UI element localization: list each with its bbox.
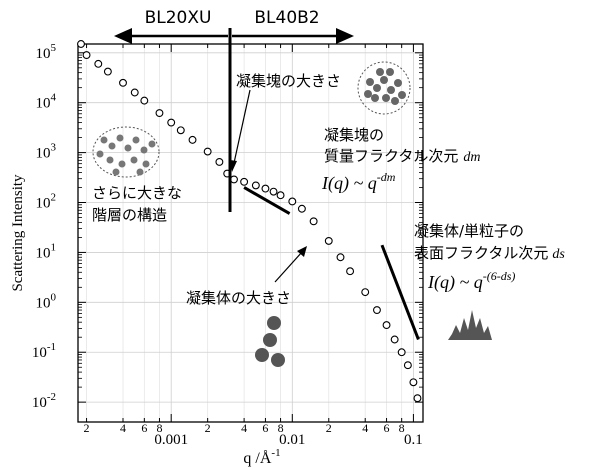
data-point: [77, 40, 85, 48]
data-point: [390, 335, 399, 344]
fit-line: [243, 186, 291, 215]
x-axis-label: q /Å-1: [243, 447, 280, 467]
data-point: [309, 217, 318, 226]
x-minor-tick-label: 4: [241, 421, 247, 435]
fit-lines: [243, 186, 420, 341]
x-minor-tick-label: 4: [362, 421, 368, 435]
mass-fractal-formula: I(q) ~ q-dm: [321, 170, 396, 194]
data-point: [94, 59, 103, 68]
data-point: [240, 177, 249, 186]
y-tick-label: 100: [36, 291, 57, 311]
data-point: [288, 197, 297, 206]
x-minor-tick-label: 6: [262, 421, 268, 435]
fit-line: [380, 244, 420, 341]
surface-fractal-label-line1: 凝集体/単粒子の: [414, 222, 524, 240]
beamline-left-label: BL20XU: [145, 8, 212, 28]
y-tick-label: 101: [36, 241, 57, 261]
hierarchy-label-line1: さらに大きな: [92, 184, 182, 202]
x-tick-label: 0.001: [154, 432, 188, 448]
surface-fractal-label-line2: 表面フラクタル次元 ds: [414, 244, 565, 262]
surface-fractal-formula: I(q) ~ q-(6-ds): [427, 269, 515, 293]
x-tick-labels: 0.001 0.01 0.12 4 6 8 2 4 6 8 2 4 6 8: [84, 421, 423, 448]
y-tick-label: 104: [36, 92, 57, 112]
data-point: [403, 361, 412, 370]
x-minor-tick-label: 2: [205, 421, 211, 435]
data-point: [409, 378, 418, 387]
data-point: [373, 306, 381, 315]
aggregate-body-size-label: 凝集体の大きさ: [186, 289, 291, 307]
data-point: [413, 394, 422, 403]
x-minor-tick-label: 4: [120, 421, 126, 435]
hierarchy-label-line2: 階層の構造: [92, 206, 167, 224]
x-minor-tick-label: 8: [156, 421, 162, 435]
particle-aggregate-illustration: [255, 316, 285, 367]
data-point: [103, 67, 112, 76]
x-minor-tick-label: 8: [399, 421, 405, 435]
data-point: [140, 96, 149, 105]
annotation-arrow-aggregate: [230, 89, 251, 172]
data-point: [215, 157, 224, 166]
data-point: [276, 191, 285, 200]
data-point: [155, 109, 164, 118]
data-point: [297, 204, 306, 213]
mass-fractal-label-line2: 質量フラクタル次元 dm: [324, 147, 481, 165]
x-minor-tick-label: 2: [84, 421, 90, 435]
plot-frame: [77, 43, 424, 423]
data-series: [77, 40, 422, 403]
y-tick-labels: 10-2 10-1 100 101 102 103 104 105: [32, 42, 57, 411]
annotation-arrow-body: [274, 246, 307, 283]
data-point: [119, 78, 127, 87]
data-point: [261, 184, 270, 193]
x-minor-tick-label: 6: [384, 421, 390, 435]
data-point: [130, 88, 139, 97]
grid: [78, 44, 423, 422]
x-tick-label: 0.1: [404, 432, 423, 448]
aggregate-cluster-illustration: [357, 61, 411, 115]
data-point: [336, 253, 345, 262]
mass-fractal-label-line1: 凝集塊の: [324, 126, 384, 144]
data-point: [361, 288, 370, 297]
axis-ticks: [78, 44, 423, 422]
data-point: [324, 236, 333, 245]
data-point: [230, 175, 238, 184]
x-tick-label: 0.01: [279, 432, 305, 448]
data-point: [397, 348, 406, 357]
bl40b2-arrow: [232, 28, 354, 44]
data-point: [82, 51, 91, 60]
y-axis-label: Scattering Intensity: [10, 174, 26, 292]
network-structure-illustration: [92, 126, 160, 178]
data-point: [188, 135, 197, 144]
data-point: [251, 181, 260, 190]
y-tick-label: 10-2: [32, 391, 56, 411]
y-tick-label: 102: [36, 192, 57, 212]
rough-surface-illustration: [448, 310, 492, 340]
bl20xu-arrow: [114, 28, 228, 44]
data-point: [269, 187, 278, 196]
x-minor-tick-label: 8: [278, 421, 284, 435]
data-point: [203, 147, 212, 156]
data-point: [167, 118, 176, 127]
data-point: [346, 267, 355, 276]
data-point: [176, 126, 185, 135]
data-point: [382, 321, 391, 330]
x-minor-tick-label: 6: [141, 421, 147, 435]
y-tick-label: 10-1: [32, 341, 56, 361]
y-tick-label: 105: [36, 42, 57, 62]
aggregate-size-label: 凝集塊の大きさ: [236, 72, 341, 90]
beamline-right-label: BL40B2: [254, 8, 319, 28]
y-tick-label: 103: [36, 142, 57, 162]
x-minor-tick-label: 2: [326, 421, 332, 435]
